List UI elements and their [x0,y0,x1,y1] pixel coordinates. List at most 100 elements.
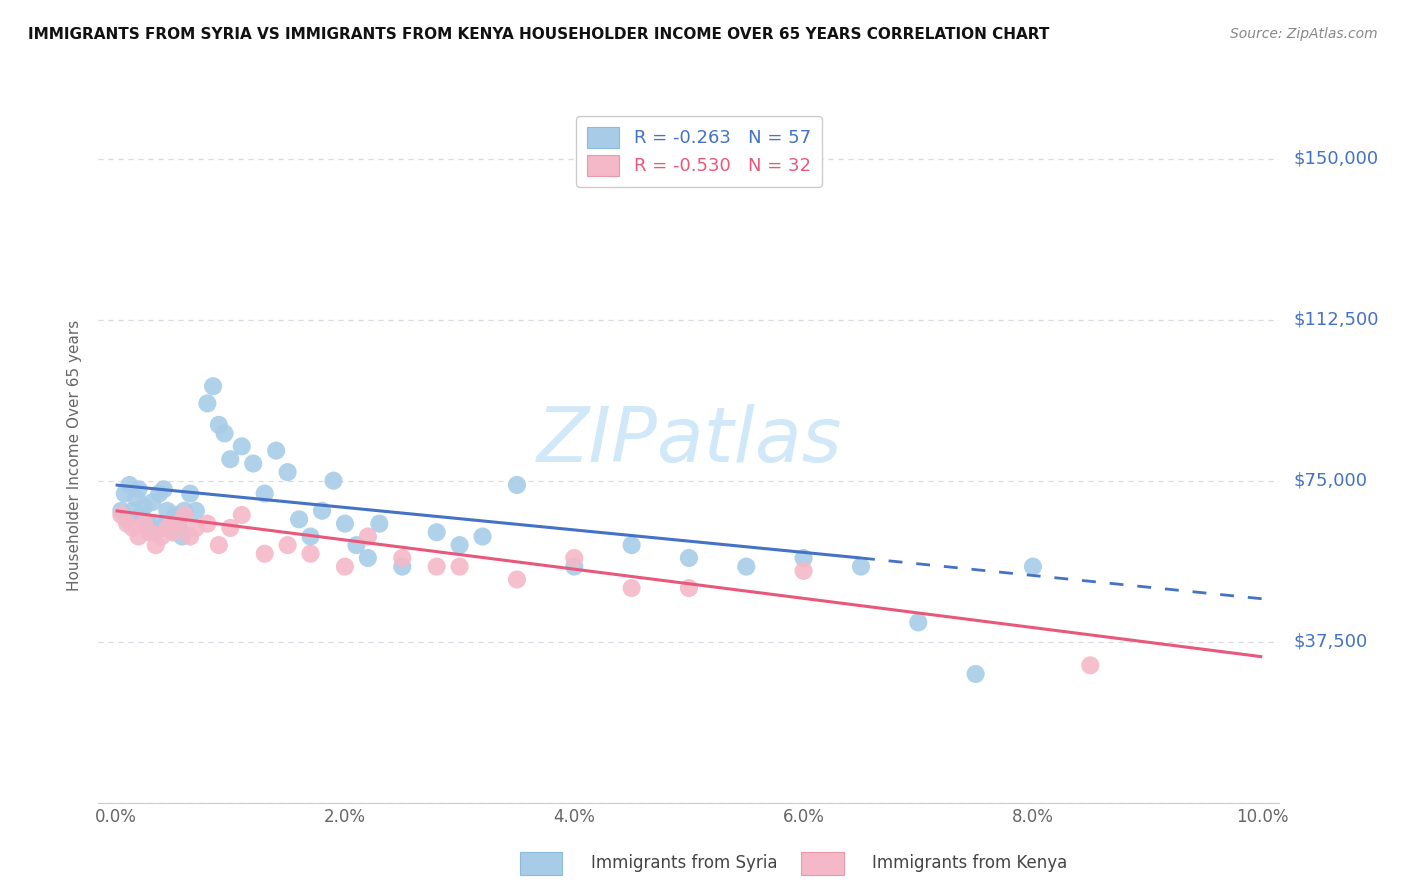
Point [506,573,529,587]
Point [678,581,700,595]
Point [148,486,170,500]
Point [449,559,471,574]
Text: $75,000: $75,000 [1294,472,1368,490]
Point [172,529,194,543]
Text: $112,500: $112,500 [1294,310,1379,328]
Point [471,529,494,543]
Point [735,559,758,574]
Point [141,495,163,509]
Point [391,551,413,566]
Point [128,483,150,497]
Point [506,478,529,492]
Point [253,486,276,500]
Point [179,529,201,543]
Point [184,504,207,518]
Point [134,516,156,531]
Legend: R = -0.263   N = 57, R = -0.530   N = 32: R = -0.263 N = 57, R = -0.530 N = 32 [576,116,821,186]
Point [426,559,449,574]
Point [849,559,872,574]
Point [195,396,218,410]
Point [253,547,276,561]
Point [620,581,643,595]
Point [344,538,367,552]
Point [118,478,141,492]
Point [231,439,253,453]
Y-axis label: Householder Income Over 65 years: Householder Income Over 65 years [67,319,83,591]
Text: Immigrants from Syria: Immigrants from Syria [591,855,778,872]
Point [167,521,190,535]
Point [219,452,242,467]
Point [219,521,242,535]
Point [208,417,231,432]
Point [121,521,143,535]
Point [793,564,815,578]
Point [333,559,356,574]
Point [333,516,356,531]
Point [678,551,700,566]
Point [110,508,132,522]
Point [139,525,162,540]
Point [277,538,299,552]
Point [128,529,150,543]
Point [288,512,311,526]
Text: $150,000: $150,000 [1294,150,1378,168]
Point [242,457,264,471]
Point [152,483,174,497]
Point [208,538,231,552]
Text: IMMIGRANTS FROM SYRIA VS IMMIGRANTS FROM KENYA HOUSEHOLDER INCOME OVER 65 YEARS : IMMIGRANTS FROM SYRIA VS IMMIGRANTS FROM… [28,27,1049,42]
Point [156,504,179,518]
Point [114,486,136,500]
Point [357,551,380,566]
Point [907,615,929,630]
Point [965,667,987,681]
Text: ZIPatlas: ZIPatlas [536,404,842,478]
Point [322,474,344,488]
Point [449,538,471,552]
Point [179,486,201,500]
Point [391,559,413,574]
Point [793,551,815,566]
Point [299,547,322,561]
Point [311,504,333,518]
Point [277,465,299,479]
Point [165,508,187,522]
Point [562,559,585,574]
Point [1078,658,1101,673]
Text: $37,500: $37,500 [1294,632,1368,651]
Point [150,529,173,543]
Point [110,504,132,518]
Point [195,516,218,531]
Point [115,516,138,531]
Point [162,525,184,540]
Point [129,508,152,522]
Point [173,508,195,522]
Text: Source: ZipAtlas.com: Source: ZipAtlas.com [1230,27,1378,41]
Point [231,508,253,522]
Point [167,516,190,531]
Point [121,504,143,518]
Text: Immigrants from Kenya: Immigrants from Kenya [872,855,1067,872]
Point [115,512,138,526]
Point [202,379,225,393]
Point [145,516,167,531]
Point [368,516,391,531]
Point [562,551,585,566]
Point [159,521,181,535]
Point [134,500,156,514]
Point [136,516,159,531]
Point [139,525,162,540]
Point [214,426,236,441]
Point [145,538,167,552]
Point [426,525,449,540]
Point [184,521,207,535]
Point [620,538,643,552]
Point [1022,559,1045,574]
Point [150,521,173,535]
Point [173,504,195,518]
Point [125,491,148,505]
Point [299,529,322,543]
Point [357,529,380,543]
Point [156,521,179,535]
Point [264,443,287,458]
Point [162,525,184,540]
